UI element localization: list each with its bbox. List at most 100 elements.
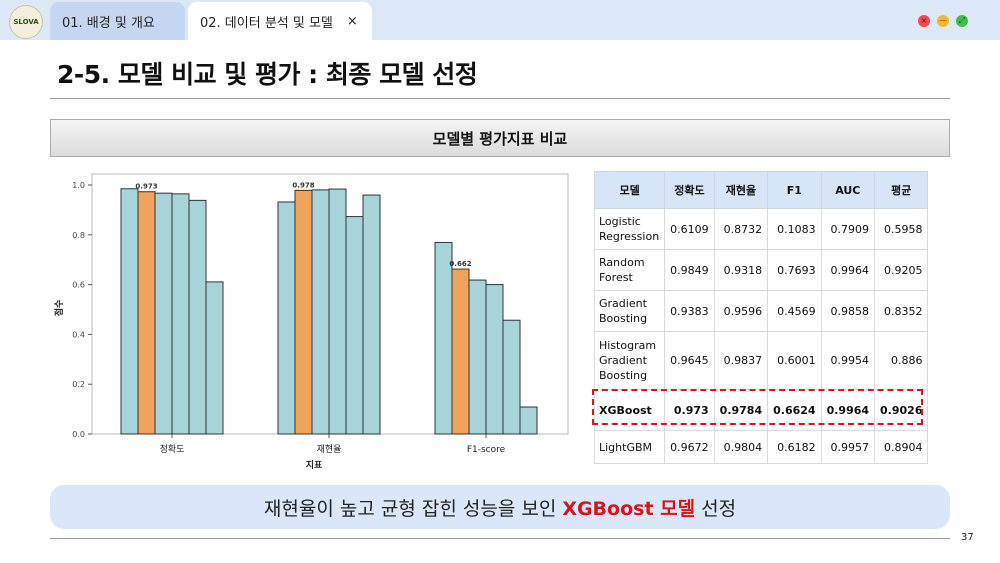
y-tick-label: 0.2 xyxy=(72,380,85,389)
model-name-line: Regression xyxy=(599,230,660,243)
bar xyxy=(205,281,224,435)
cell-average: 0.5958 xyxy=(874,208,929,250)
cell-accuracy: 0.973 xyxy=(664,389,715,431)
page-number: 37 xyxy=(961,532,974,543)
footer-divider xyxy=(50,538,950,539)
cell-accuracy: 0.9645 xyxy=(664,331,715,390)
bar xyxy=(345,216,364,435)
window-minimize-icon[interactable]: — xyxy=(937,15,949,27)
cell-f1: 0.6001 xyxy=(767,331,822,390)
model-comparison-table: 모델 정확도 재현율 F1 AUC 평균 Logistic Regression … xyxy=(593,171,929,464)
cell-average: 0.8352 xyxy=(874,290,929,332)
y-axis-label: 점수 xyxy=(53,300,65,317)
x-tick-label: 재현율 xyxy=(317,444,342,455)
tab-background-overview[interactable]: 01. 배경 및 개요 xyxy=(50,2,185,40)
tab-data-analysis-model[interactable]: 02. 데이터 분석 및 모델 × xyxy=(188,2,372,40)
y-tick-label: 0.6 xyxy=(72,281,85,290)
section-header-label: 모델별 평가지표 비교 xyxy=(432,129,568,148)
top-bar: SLOVA 01. 배경 및 개요 02. 데이터 분석 및 모델 × × — … xyxy=(0,0,1000,40)
section-header: 모델별 평가지표 비교 xyxy=(50,119,950,157)
logo-text: SLOVA xyxy=(13,18,39,26)
y-tick-label: 0.8 xyxy=(72,231,85,240)
bar xyxy=(294,189,313,435)
model-name-line: Boosting xyxy=(599,312,648,325)
page-title: 2-5. 모델 비교 및 평가 : 최종 모델 선정 xyxy=(57,60,478,89)
cell-recall: 0.9318 xyxy=(713,249,769,291)
x-tick-label: 정확도 xyxy=(160,443,185,455)
model-name-line: Gradient xyxy=(599,297,647,310)
model-name-line: Forest xyxy=(599,271,633,284)
cell-average: 0.9205 xyxy=(874,249,929,291)
conclusion-emphasis: XGBoost 모델 xyxy=(562,497,696,520)
cell-average: 0.886 xyxy=(874,331,929,390)
x-tick-label: F1-score xyxy=(467,445,506,455)
bar xyxy=(311,189,330,435)
header-model: 모델 xyxy=(593,171,666,209)
data-label: 0.973 xyxy=(135,183,157,191)
data-label: 0.662 xyxy=(449,260,471,268)
bar xyxy=(362,194,381,435)
bar xyxy=(328,188,347,435)
model-name: Random Forest xyxy=(593,249,666,291)
title-divider xyxy=(50,98,950,99)
tab-label: 02. 데이터 분석 및 모델 xyxy=(200,15,333,31)
y-tick-label: 0.0 xyxy=(72,430,85,439)
conclusion-text-before: 재현율이 높고 균형 잡힌 성능을 보인 xyxy=(263,497,557,520)
header-recall: 재현율 xyxy=(713,171,769,209)
bar xyxy=(188,199,207,435)
window-maximize-icon[interactable]: ⤢ xyxy=(956,15,968,27)
header-average: 평균 xyxy=(874,171,929,209)
cell-accuracy: 0.9383 xyxy=(664,290,715,332)
cell-recall: 0.9596 xyxy=(713,290,769,332)
window-close-icon[interactable]: × xyxy=(918,15,930,27)
model-name: LightGBM xyxy=(593,430,666,464)
bar xyxy=(154,192,173,435)
bar xyxy=(120,188,139,435)
cell-recall: 0.9804 xyxy=(713,430,769,464)
cell-auc: 0.9964 xyxy=(820,249,876,291)
table-row: LightGBM 0.9672 0.9804 0.6182 0.9957 0.8… xyxy=(593,430,929,464)
cell-f1: 0.4569 xyxy=(767,290,822,332)
cell-accuracy: 0.9849 xyxy=(664,249,715,291)
table-row: Histogram Gradient Boosting 0.9645 0.9837 … xyxy=(593,331,929,390)
model-name: Logistic Regression xyxy=(593,208,666,250)
cell-accuracy: 0.9672 xyxy=(664,430,715,464)
table-row: Random Forest 0.9849 0.9318 0.7693 0.9964… xyxy=(593,249,929,291)
cell-recall: 0.9837 xyxy=(713,331,769,390)
table-row: Gradient Boosting 0.9383 0.9596 0.4569 0.… xyxy=(593,290,929,332)
slova-logo: SLOVA xyxy=(9,5,43,39)
header-accuracy: 정확도 xyxy=(664,171,715,209)
cell-average: 0.9026 xyxy=(874,389,929,431)
bar xyxy=(485,284,504,435)
bar xyxy=(519,406,538,435)
tab-close-icon[interactable]: × xyxy=(346,13,358,29)
model-name-line: Gradient xyxy=(599,354,647,367)
cell-auc: 0.9954 xyxy=(820,331,876,390)
cell-f1: 0.6182 xyxy=(767,430,822,464)
cell-auc: 0.9964 xyxy=(820,389,876,431)
bar xyxy=(451,268,470,435)
model-name: Gradient Boosting xyxy=(593,290,666,332)
cell-f1: 0.6624 xyxy=(767,389,822,431)
metric-bar-chart: 0.0 0.2 0.4 0.6 0.8 1.0 0.973 정확도 0.978 재현율 0.662 F… xyxy=(53,173,569,471)
table-row-xgboost: XGBoost 0.973 0.9784 0.6624 0.9964 0.902… xyxy=(593,389,929,431)
model-name-line: Logistic xyxy=(599,215,641,228)
bar xyxy=(137,191,156,435)
model-name: Histogram Gradient Boosting xyxy=(593,331,666,390)
table-header-row: 모델 정확도 재현율 F1 AUC 평균 xyxy=(593,171,929,209)
model-name-line: Random xyxy=(599,256,645,269)
cell-f1: 0.7693 xyxy=(767,249,822,291)
bar xyxy=(434,241,453,435)
table-row: Logistic Regression 0.6109 0.8732 0.1083 … xyxy=(593,208,929,250)
bar xyxy=(171,193,190,435)
cell-f1: 0.1083 xyxy=(767,208,822,250)
cell-average: 0.8904 xyxy=(874,430,929,464)
bar xyxy=(277,201,296,435)
conclusion-text-after: 선정 xyxy=(701,497,737,520)
cell-recall: 0.8732 xyxy=(713,208,769,250)
model-name: XGBoost xyxy=(593,389,666,431)
data-label: 0.978 xyxy=(292,181,314,189)
header-f1: F1 xyxy=(767,171,822,209)
model-name-line: Boosting xyxy=(599,369,648,382)
